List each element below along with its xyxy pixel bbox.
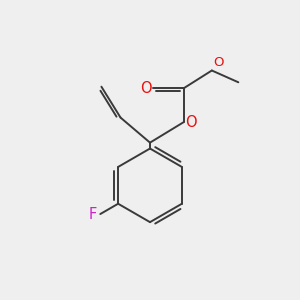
Text: O: O: [185, 115, 197, 130]
Text: O: O: [140, 81, 152, 96]
Text: O: O: [213, 56, 224, 69]
Text: F: F: [89, 206, 97, 221]
